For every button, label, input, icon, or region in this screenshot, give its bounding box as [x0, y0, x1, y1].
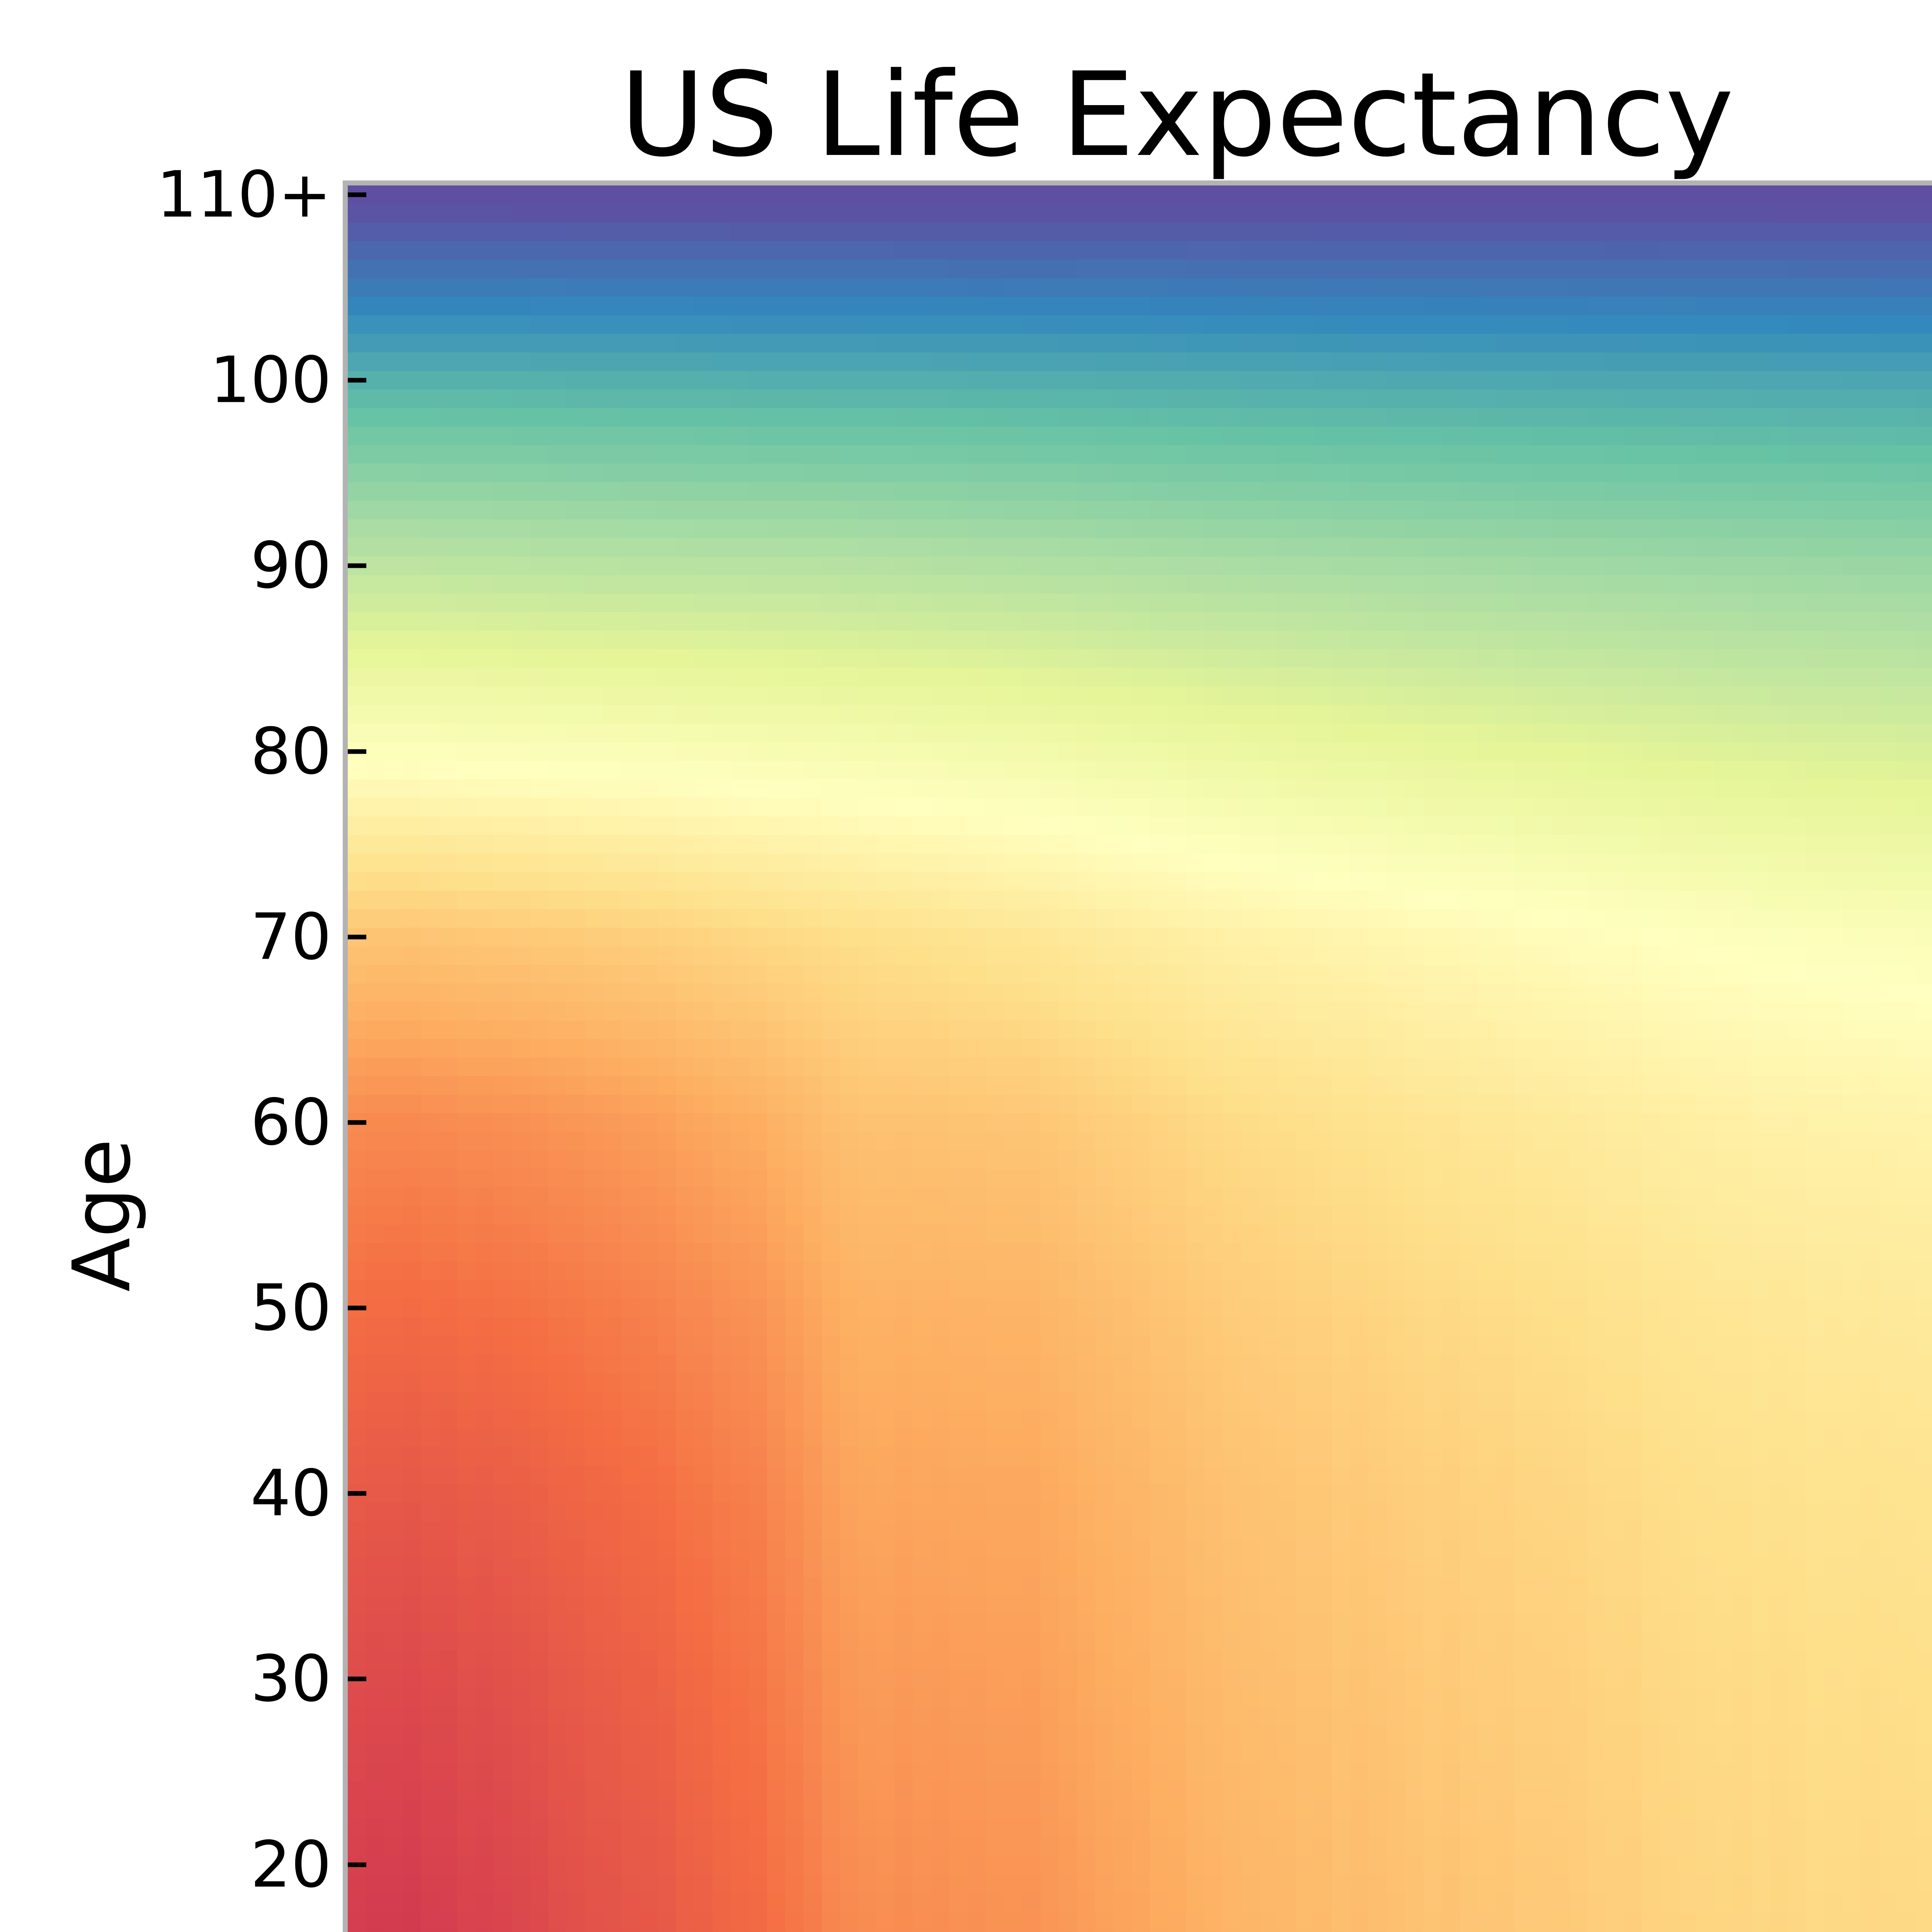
y-tick-label: 90 — [250, 528, 332, 603]
y-tick-label: 100 — [210, 343, 332, 417]
y-tick-label: 30 — [250, 1641, 332, 1716]
heatmap-plot-area — [343, 180, 1932, 1932]
y-tick-label: 60 — [250, 1085, 332, 1160]
chart-title: US Life Expectancy — [620, 48, 1734, 182]
y-tick-label: 40 — [250, 1456, 332, 1531]
y-axis-title: Age — [56, 1138, 148, 1292]
y-tick-label: 110+ — [156, 157, 332, 232]
y-tick-label: 70 — [250, 900, 332, 974]
heatmap-canvas — [348, 185, 1932, 1932]
y-tick-label: 20 — [250, 1827, 332, 1902]
y-tick-label: 80 — [250, 714, 332, 789]
y-tick-label: 50 — [250, 1270, 332, 1345]
